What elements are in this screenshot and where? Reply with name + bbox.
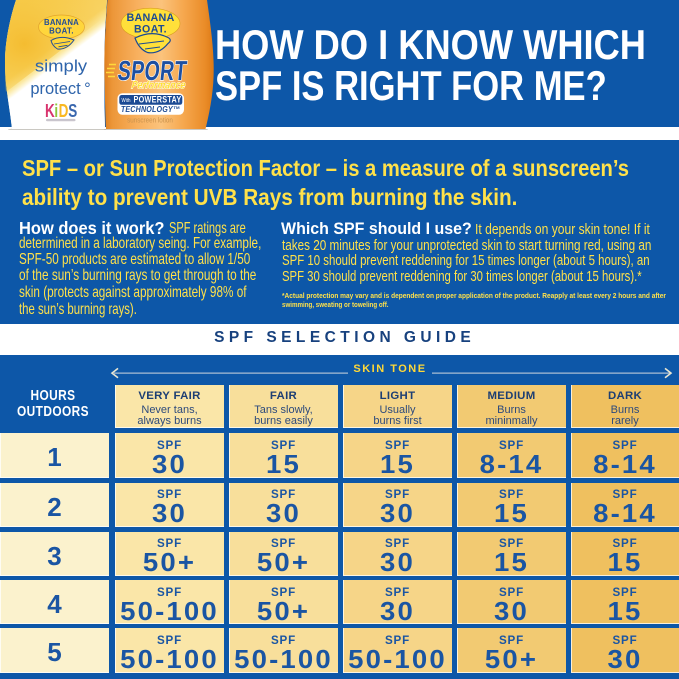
svg-text:D: D <box>59 101 69 122</box>
svg-text:BANANA: BANANA <box>127 12 175 24</box>
svg-text:simply: simply <box>35 57 88 76</box>
svg-text:With: With <box>122 98 131 105</box>
svg-text:TECHNOLOGY™: TECHNOLOGY™ <box>121 104 180 114</box>
svg-text:S: S <box>68 101 77 122</box>
svg-text:BANANA: BANANA <box>44 18 79 27</box>
svg-text:POWERSTAY: POWERSTAY <box>134 95 182 105</box>
svg-text:protect °: protect ° <box>30 80 90 98</box>
svg-text:sunscreen lotion: sunscreen lotion <box>127 117 173 124</box>
svg-text:K: K <box>45 101 55 122</box>
svg-text:Performance: Performance <box>131 80 187 92</box>
svg-text:BOAT.: BOAT. <box>134 24 167 36</box>
svg-text:i: i <box>54 101 58 122</box>
svg-text:SPORT: SPORT <box>116 56 188 87</box>
svg-text:BOAT.: BOAT. <box>49 27 74 36</box>
